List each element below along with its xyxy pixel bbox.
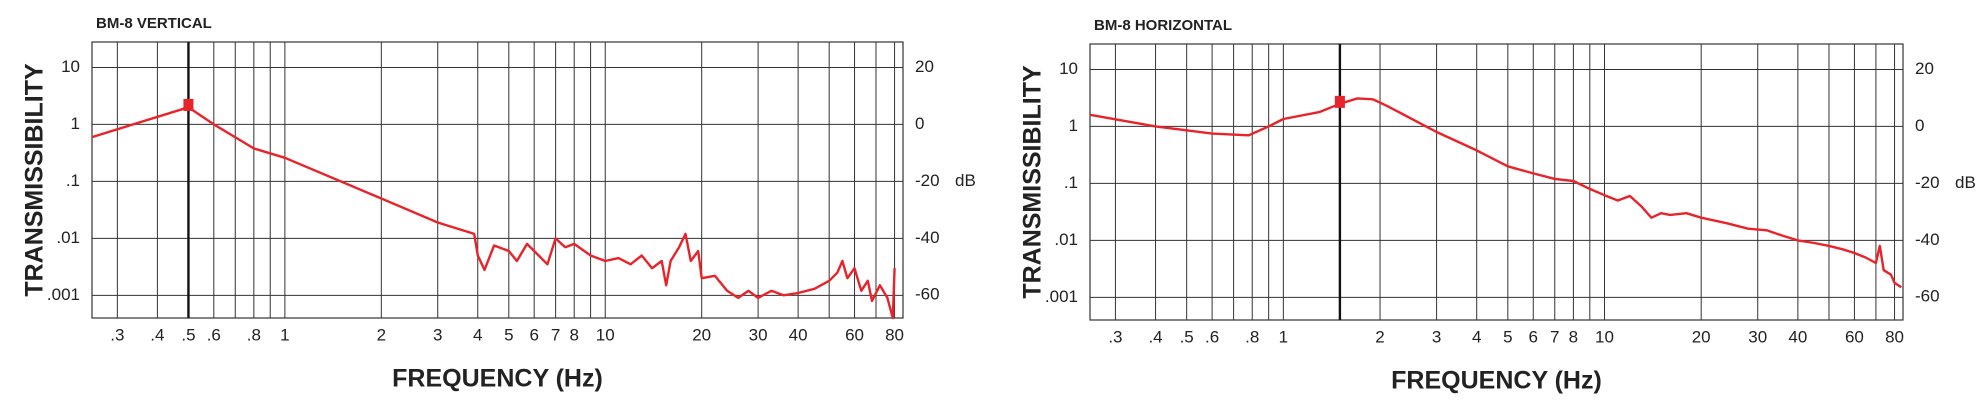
y2-tick-label: -20 bbox=[1915, 173, 1940, 192]
y-tick-label: 10 bbox=[61, 57, 80, 76]
x-axis-label: FREQUENCY (Hz) bbox=[1391, 367, 1602, 395]
chart: BM-8 HORIZONTAL.3.4.5.6.8 1 2 3 4 5 6 7 8 10 20 30 4… bbox=[1019, 17, 1976, 395]
x-tick-label: 8 bbox=[1569, 327, 1578, 346]
x-tick-label: 7 bbox=[551, 325, 560, 344]
x-tick-label: 4 bbox=[473, 325, 482, 344]
y2-tick-label: 20 bbox=[915, 57, 934, 76]
y-tick-label: 1 bbox=[1069, 116, 1078, 135]
x-tick-label: 30 bbox=[1748, 327, 1767, 346]
x-tick-label: 3 bbox=[1432, 327, 1441, 346]
x-axis-label: FREQUENCY (Hz) bbox=[392, 365, 603, 393]
marker-point bbox=[183, 98, 194, 111]
y-tick-label: .01 bbox=[56, 228, 80, 247]
x-tick-label: .6 bbox=[1205, 327, 1219, 346]
chart-title: BM-8 HORIZONTAL bbox=[1094, 17, 1232, 34]
x-tick-label: .5 bbox=[181, 325, 195, 344]
y-tick-label: .1 bbox=[1064, 173, 1078, 192]
y2-tick-label: 0 bbox=[915, 114, 924, 133]
x-tick-label: 6 bbox=[1529, 327, 1538, 346]
x-tick-label: .6 bbox=[207, 325, 221, 344]
x-tick-label: 20 bbox=[1692, 327, 1711, 346]
x-tick-label: 8 bbox=[569, 325, 578, 344]
plot-frame bbox=[1089, 43, 1904, 321]
x-tick-label: 60 bbox=[1845, 327, 1864, 346]
x-tick-label: 1 bbox=[280, 325, 289, 344]
x-tick-label: 3 bbox=[433, 325, 442, 344]
y-tick-label: .001 bbox=[1045, 287, 1078, 306]
y2-tick-label: -60 bbox=[1915, 287, 1940, 306]
marker-point bbox=[1334, 95, 1345, 108]
x-tick-label: .8 bbox=[1245, 327, 1259, 346]
data-line bbox=[91, 106, 896, 320]
y2-tick-label: -40 bbox=[1915, 230, 1940, 249]
y2-tick-label: -20 bbox=[915, 171, 940, 190]
y2-tick-label: 0 bbox=[1915, 116, 1924, 135]
y-axis-label: TRANSMISSIBILITY bbox=[1019, 65, 1047, 299]
x-tick-label: 40 bbox=[789, 325, 808, 344]
x-tick-label: .5 bbox=[1180, 327, 1194, 346]
x-tick-label: 60 bbox=[845, 325, 864, 344]
chart-title: BM-8 VERTICAL bbox=[96, 15, 212, 32]
x-tick-label: .4 bbox=[1148, 327, 1162, 346]
y-axis-label: TRANSMISSIBILITY bbox=[21, 63, 49, 297]
x-tick-label: 10 bbox=[596, 325, 615, 344]
x-tick-label: .3 bbox=[110, 325, 124, 344]
x-tick-label: 6 bbox=[529, 325, 538, 344]
y-tick-label: .01 bbox=[1054, 230, 1078, 249]
x-tick-label: 40 bbox=[1788, 327, 1807, 346]
x-tick-label: 1 bbox=[1279, 327, 1288, 346]
x-tick-label: 4 bbox=[1472, 327, 1481, 346]
x-tick-label: 10 bbox=[1595, 327, 1614, 346]
x-tick-label: 5 bbox=[1503, 327, 1512, 346]
x-tick-label: .4 bbox=[150, 325, 164, 344]
plot-frame bbox=[91, 41, 904, 319]
x-tick-label: 7 bbox=[1550, 327, 1559, 346]
y2-tick-label: 20 bbox=[1915, 59, 1934, 78]
x-tick-label: 2 bbox=[377, 325, 386, 344]
x-tick-label: 2 bbox=[1375, 327, 1384, 346]
x-tick-label: .3 bbox=[1108, 327, 1122, 346]
y2-axis-label: dB bbox=[955, 171, 976, 190]
x-tick-label: .8 bbox=[247, 325, 261, 344]
x-tick-label: 80 bbox=[885, 325, 904, 344]
y-tick-label: 1 bbox=[71, 114, 80, 133]
y2-axis-label: dB bbox=[1955, 173, 1976, 192]
x-tick-label: 20 bbox=[692, 325, 711, 344]
y-tick-label: .1 bbox=[66, 171, 80, 190]
x-tick-label: 5 bbox=[504, 325, 513, 344]
x-tick-label: 80 bbox=[1885, 327, 1904, 346]
x-tick-label: 30 bbox=[749, 325, 768, 344]
y2-tick-label: -40 bbox=[915, 228, 940, 247]
y2-tick-label: -60 bbox=[915, 285, 940, 304]
y-tick-label: 10 bbox=[1059, 59, 1078, 78]
y-tick-label: .001 bbox=[47, 285, 80, 304]
chart: BM-8 VERTICAL.3.4.5.6.8 1 2 3 4 5 6 7 8 10 20 30 40 6… bbox=[21, 15, 976, 393]
